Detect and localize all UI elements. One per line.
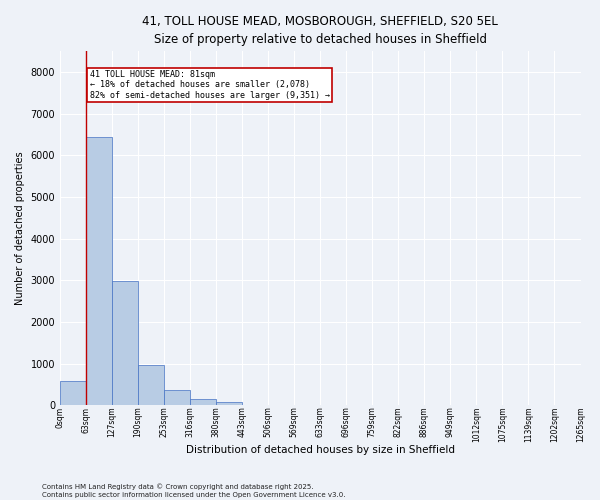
Title: 41, TOLL HOUSE MEAD, MOSBOROUGH, SHEFFIELD, S20 5EL
Size of property relative to: 41, TOLL HOUSE MEAD, MOSBOROUGH, SHEFFIE… [142, 15, 498, 46]
Y-axis label: Number of detached properties: Number of detached properties [15, 152, 25, 305]
Bar [60, 381, 86, 405]
Bar [112, 281, 138, 405]
Text: 41 TOLL HOUSE MEAD: 81sqm
← 18% of detached houses are smaller (2,078)
82% of se: 41 TOLL HOUSE MEAD: 81sqm ← 18% of detac… [90, 70, 330, 100]
Bar [138, 365, 164, 405]
Text: Contains HM Land Registry data © Crown copyright and database right 2025.
Contai: Contains HM Land Registry data © Crown c… [42, 484, 346, 498]
Bar [86, 136, 112, 405]
Bar [216, 402, 242, 405]
Bar [164, 390, 190, 405]
X-axis label: Distribution of detached houses by size in Sheffield: Distribution of detached houses by size … [186, 445, 455, 455]
Bar [190, 399, 216, 405]
